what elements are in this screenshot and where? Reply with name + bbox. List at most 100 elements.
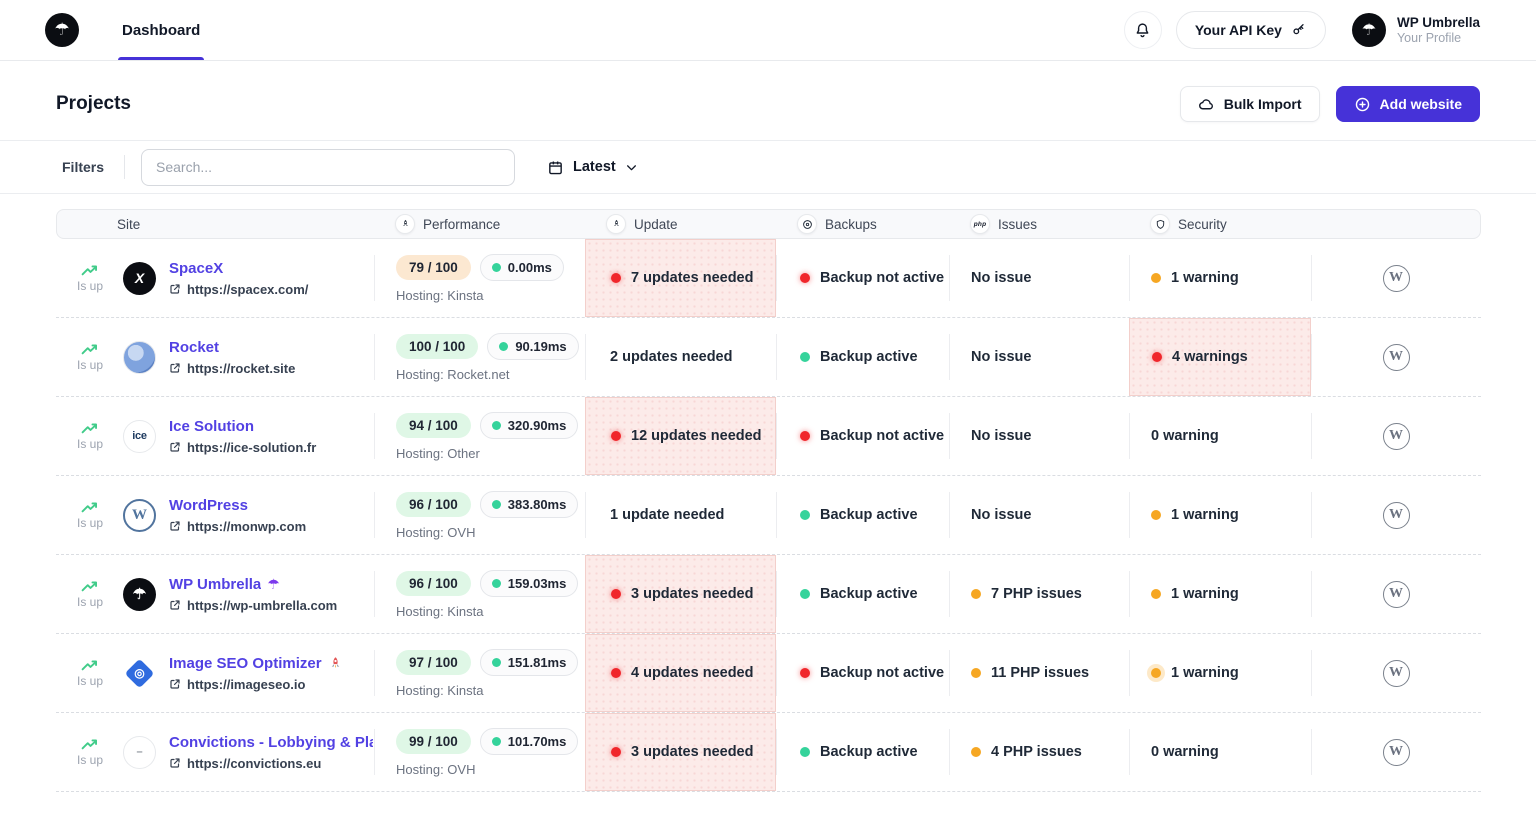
update-dot — [611, 431, 621, 441]
site-url-link[interactable]: https://imageseo.io — [169, 677, 343, 692]
wordpress-admin-icon[interactable]: W — [1382, 659, 1410, 687]
wordpress-admin-icon[interactable]: W — [1382, 501, 1410, 529]
rocket-icon — [395, 214, 415, 234]
site-name-link[interactable]: WP Umbrella — [169, 575, 262, 593]
site-favicon: X — [123, 261, 156, 295]
issues-status-cell[interactable]: No issue — [949, 476, 1129, 554]
api-key-button[interactable]: Your API Key — [1175, 11, 1326, 49]
notifications-button[interactable] — [1123, 11, 1162, 49]
update-status-cell[interactable]: 3 updates needed — [585, 713, 776, 791]
site-name-link[interactable]: Ice Solution — [169, 417, 255, 435]
response-time-badge: 151.81ms — [479, 648, 579, 676]
speed-dot — [491, 578, 501, 588]
profile-avatar: ☂ — [1351, 13, 1386, 47]
bulk-import-button[interactable]: Bulk Import — [1179, 86, 1320, 122]
site-url-link[interactable]: https://monwp.com — [169, 519, 306, 534]
plus-circle-icon — [1355, 97, 1369, 111]
security-status-cell[interactable]: 1 warning — [1129, 239, 1311, 317]
uptime-label: Is up — [76, 279, 103, 293]
update-status-cell[interactable]: 1 update needed — [585, 476, 776, 554]
column-header-performance: Performance — [375, 214, 586, 234]
column-header-update: Update — [586, 214, 777, 234]
update-dot — [611, 273, 621, 283]
site-url-link[interactable]: https://ice-solution.fr — [169, 440, 316, 455]
external-link-icon — [170, 679, 180, 689]
bulk-import-label: Bulk Import — [1223, 96, 1302, 112]
security-dot — [1151, 273, 1161, 283]
issues-status-cell[interactable]: No issue — [949, 318, 1129, 396]
security-status-cell[interactable]: 1 warning — [1129, 555, 1311, 633]
sort-dropdown[interactable]: Latest — [547, 159, 638, 176]
table-row: Is up ◎ Image SEO Optimizer https://imag… — [56, 634, 1481, 713]
search-input[interactable] — [141, 148, 516, 186]
profile-menu[interactable]: ☂ WP Umbrella Your Profile — [1351, 13, 1480, 47]
issues-status-cell[interactable]: No issue — [949, 397, 1129, 475]
wordpress-admin-icon[interactable]: W — [1382, 343, 1410, 371]
backup-status-cell[interactable]: Backup not active — [776, 634, 949, 712]
rocket-emoji — [331, 656, 339, 668]
backup-dot — [800, 273, 810, 283]
site-favicon: ◎ — [123, 656, 156, 690]
site-favicon: – — [123, 735, 156, 769]
uptime-label: Is up — [76, 595, 103, 609]
table-row: Is up W WordPress https://monwp.com 96 /… — [56, 476, 1481, 555]
uptime-status: Is up — [64, 421, 116, 451]
external-link-icon — [170, 600, 180, 610]
speed-dot — [491, 262, 501, 272]
issues-status-cell[interactable]: 7 PHP issues — [949, 555, 1129, 633]
table-row: Is up Rocket https://rocket.site 100 / 1… — [56, 318, 1481, 397]
backup-status-cell[interactable]: Backup active — [776, 476, 949, 554]
site-url-link[interactable]: https://rocket.site — [169, 361, 295, 376]
trend-up-icon — [81, 344, 97, 355]
update-status-cell[interactable]: 2 updates needed — [585, 318, 776, 396]
column-header-issues: php Issues — [950, 214, 1130, 234]
filters-toggle[interactable]: Filters — [62, 159, 105, 175]
security-status-cell[interactable]: 4 warnings — [1129, 318, 1311, 396]
add-website-button[interactable]: Add website — [1335, 86, 1480, 122]
backup-status-cell[interactable]: Backup not active — [776, 239, 949, 317]
issues-dot — [971, 747, 981, 757]
wordpress-admin-icon[interactable]: W — [1382, 264, 1410, 292]
performance-score-badge: 96 / 100 — [396, 570, 471, 596]
php-icon: php — [970, 214, 990, 234]
main-nav: Dashboard — [104, 0, 218, 60]
backup-status-cell[interactable]: Backup active — [776, 713, 949, 791]
table-header: Site Performance Update Backups php Issu… — [56, 209, 1481, 239]
site-name-link[interactable]: SpaceX — [169, 259, 224, 277]
backup-status-cell[interactable]: Backup active — [776, 318, 949, 396]
site-name-link[interactable]: WordPress — [169, 496, 248, 514]
site-url-link[interactable]: https://spacex.com/ — [169, 282, 308, 297]
update-status-cell[interactable]: 12 updates needed — [585, 397, 776, 475]
site-url-link[interactable]: https://convictions.eu — [169, 756, 373, 771]
trend-up-icon — [81, 265, 97, 276]
wordpress-admin-icon[interactable]: W — [1382, 738, 1410, 766]
issues-status-cell[interactable]: 11 PHP issues — [949, 634, 1129, 712]
response-time-badge: 90.19ms — [487, 332, 579, 360]
site-url-link[interactable]: https://wp-umbrella.com — [169, 598, 337, 613]
security-status-cell[interactable]: 0 warning — [1129, 397, 1311, 475]
wordpress-admin-icon[interactable]: W — [1382, 580, 1410, 608]
tab-dashboard[interactable]: Dashboard — [104, 0, 218, 60]
performance-score-badge: 94 / 100 — [396, 412, 471, 438]
issues-status-cell[interactable]: 4 PHP issues — [949, 713, 1129, 791]
backup-status-cell[interactable]: Backup not active — [776, 397, 949, 475]
security-status-cell[interactable]: 1 warning — [1129, 476, 1311, 554]
update-status-cell[interactable]: 3 updates needed — [585, 555, 776, 633]
update-status-cell[interactable]: 4 updates needed — [585, 634, 776, 712]
table-row: Is up X SpaceX https://spacex.com/ 79 / … — [56, 239, 1481, 318]
response-time-badge: 101.70ms — [479, 727, 579, 755]
backup-status-cell[interactable]: Backup active — [776, 555, 949, 633]
site-name-link[interactable]: Rocket — [169, 338, 220, 356]
wp-umbrella-logo-icon[interactable]: ☂ — [45, 13, 79, 47]
issues-status-cell[interactable]: No issue — [949, 239, 1129, 317]
update-status-cell[interactable]: 7 updates needed — [585, 239, 776, 317]
trend-up-icon — [81, 581, 97, 592]
wordpress-admin-icon[interactable]: W — [1382, 422, 1410, 450]
security-status-cell[interactable]: 1 warning — [1129, 634, 1311, 712]
security-status-cell[interactable]: 0 warning — [1129, 713, 1311, 791]
trend-up-icon — [81, 739, 97, 750]
site-name-link[interactable]: Convictions - Lobbying & Plaido — [169, 733, 373, 751]
cloud-icon — [1198, 98, 1213, 109]
update-dot — [611, 747, 621, 757]
site-name-link[interactable]: Image SEO Optimizer — [169, 654, 322, 672]
